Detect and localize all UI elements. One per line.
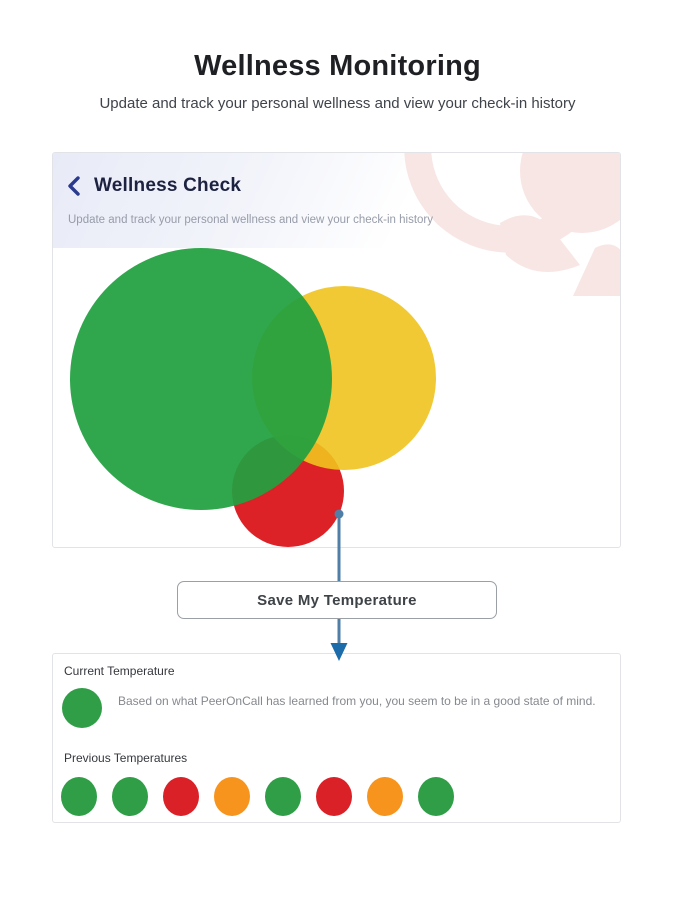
back-button[interactable] (67, 175, 85, 197)
temperature-history-card: Current Temperature Based on what PeerOn… (52, 653, 621, 823)
wellness-check-card: Wellness Check Update and track your per… (52, 152, 621, 548)
previous-temperature-dot (316, 777, 352, 816)
page-subtitle: Update and track your personal wellness … (99, 95, 576, 112)
previous-temperature-dot (61, 777, 97, 816)
current-temperature-description: Based on what PeerOnCall has learned fro… (118, 694, 596, 708)
wellness-check-title: Wellness Check (94, 175, 242, 196)
logo-watermark (404, 153, 620, 296)
previous-temperature-dot (112, 777, 148, 816)
save-my-temperature-button[interactable]: Save My Temperature (177, 581, 497, 619)
previous-temperature-dot (163, 777, 199, 816)
temperature-selector (70, 248, 436, 547)
temperature-option-green[interactable] (70, 248, 332, 510)
chevron-left-icon (68, 176, 80, 196)
previous-temperatures-row (61, 777, 454, 816)
current-temperature-dot (62, 688, 102, 728)
wellness-check-subtitle: Update and track your personal wellness … (68, 214, 433, 226)
previous-temperature-dot (418, 777, 454, 816)
page-title: Wellness Monitoring (194, 50, 481, 82)
connector-arrow (330, 509, 348, 661)
previous-temperature-dot (367, 777, 403, 816)
previous-temperature-dot (214, 777, 250, 816)
previous-temperatures-label: Previous Temperatures (64, 751, 188, 765)
current-temperature-label: Current Temperature (64, 664, 175, 678)
previous-temperature-dot (265, 777, 301, 816)
